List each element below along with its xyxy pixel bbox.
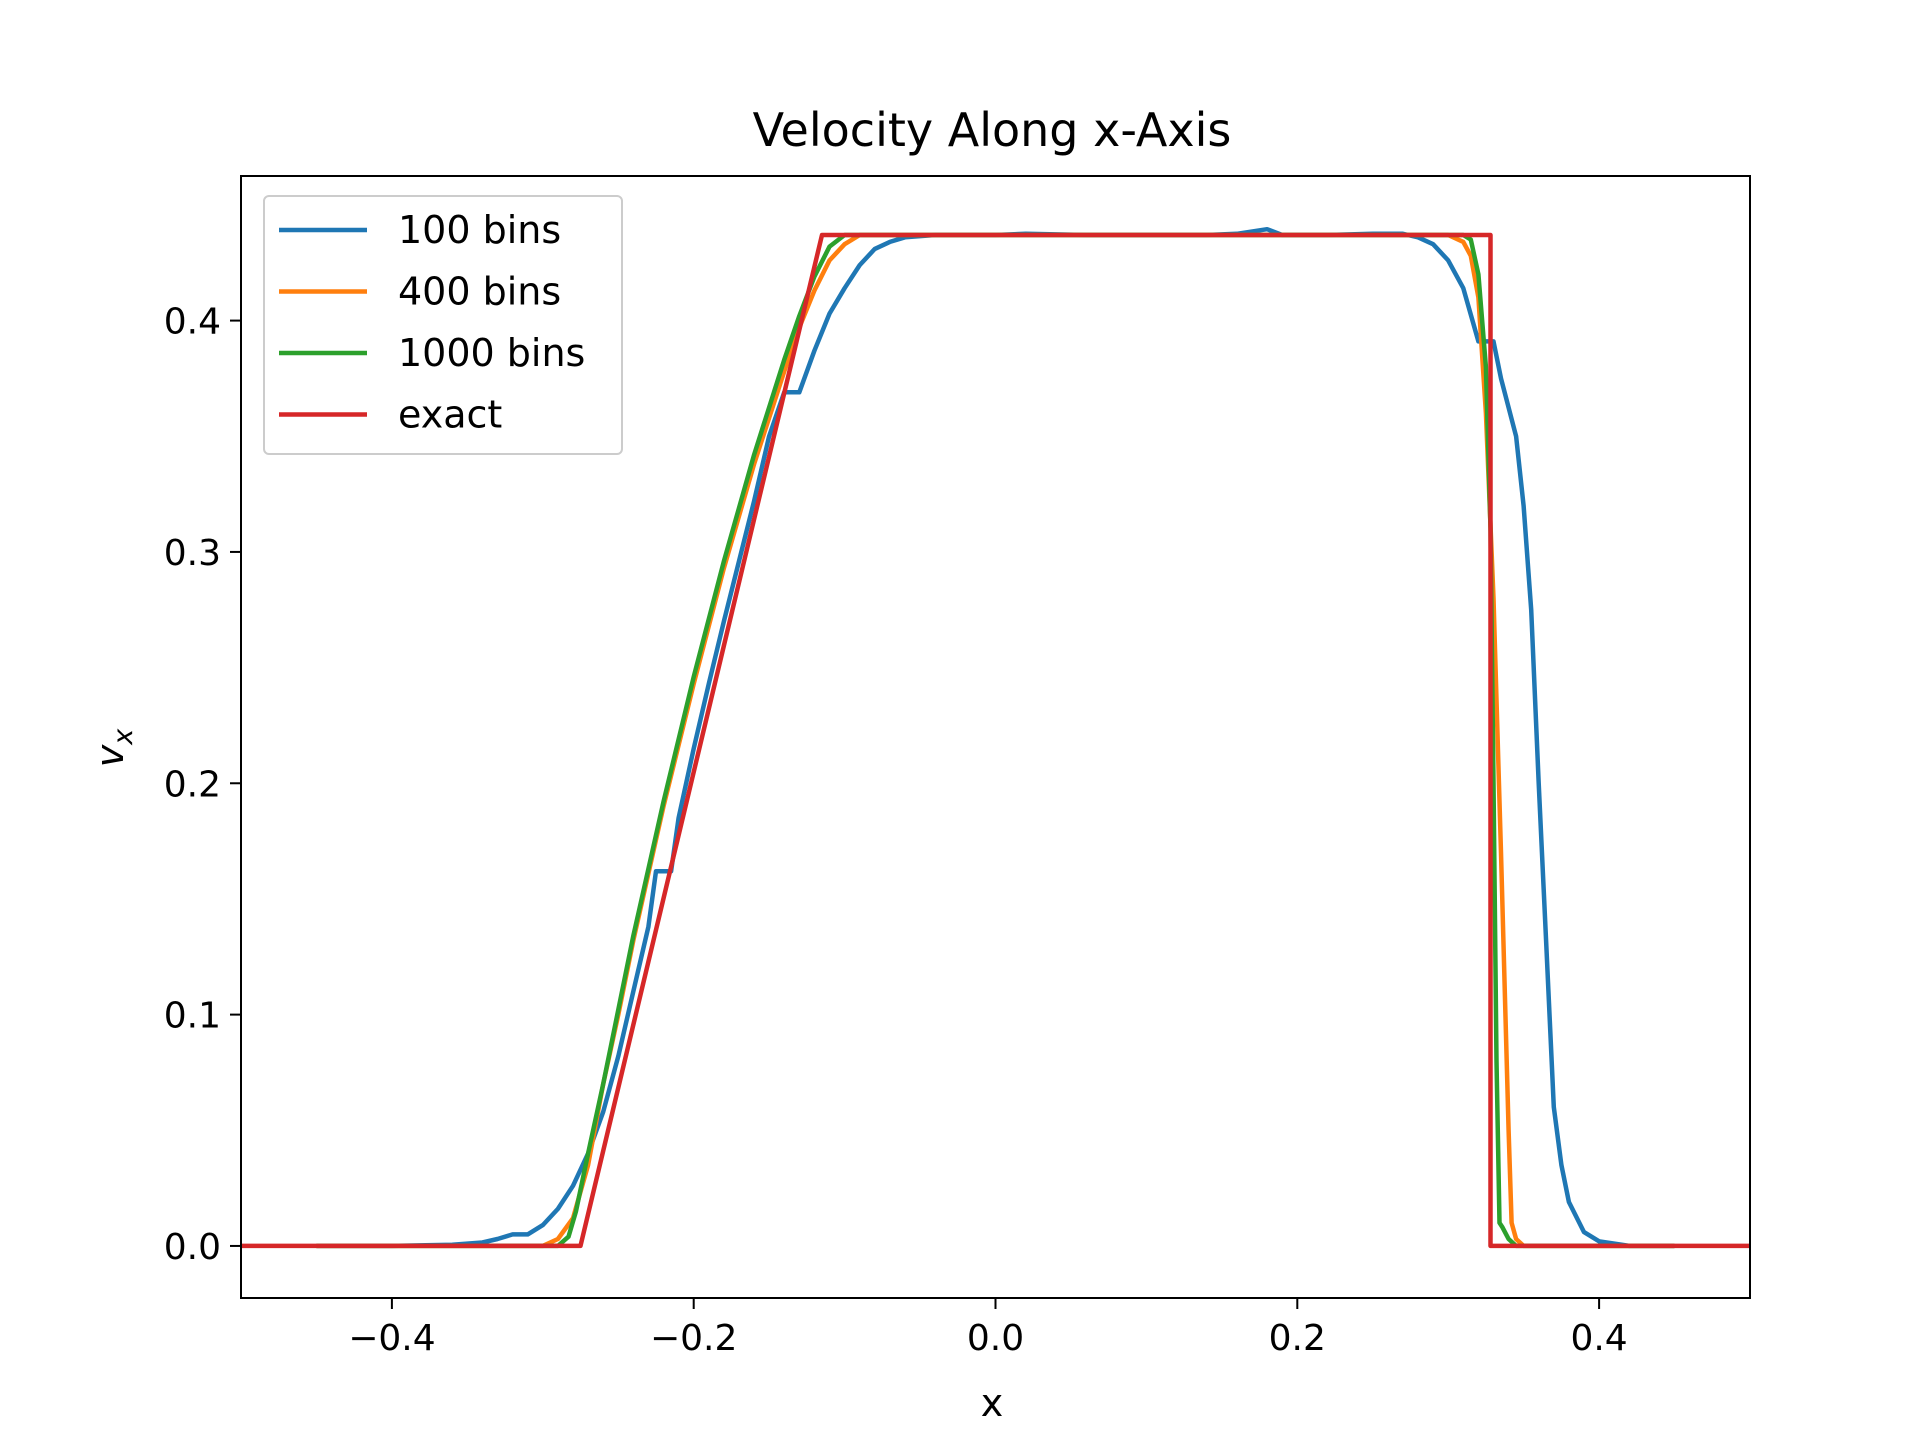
legend-label-1000-bins: 1000 bins	[398, 331, 585, 375]
series-line-1000-bins	[316, 232, 1675, 1249]
plot-area	[240, 175, 1751, 1299]
legend-label-400-bins: 400 bins	[398, 270, 561, 314]
x-tick-label: 0.2	[1269, 1318, 1326, 1359]
x-tick-label: −0.4	[348, 1318, 435, 1359]
y-axis-label-main: v	[88, 744, 132, 767]
y-axis-label-subscript: x	[108, 728, 139, 746]
y-tick-label: 0.1	[164, 996, 221, 1037]
y-axis-label: vx	[88, 728, 139, 768]
y-tick-label: 0.3	[164, 533, 221, 574]
x-tick-label: 0.4	[1570, 1318, 1627, 1359]
legend-frame	[263, 195, 623, 455]
y-tick-label: 0.4	[164, 302, 221, 343]
legend: 100 bins 400 bins 1000 bins exact	[263, 195, 623, 455]
series-lines	[241, 226, 1750, 1249]
series-line-exact	[241, 232, 1750, 1249]
y-tick-label: 0.2	[164, 764, 221, 805]
x-tick-label: −0.2	[650, 1318, 737, 1359]
x-axis-label: x	[981, 1381, 1004, 1425]
x-tick-label: 0.0	[967, 1318, 1024, 1359]
legend-label-100-bins: 100 bins	[398, 208, 561, 252]
y-tick-label: 0.0	[164, 1227, 221, 1268]
chart-title: Velocity Along x-Axis	[753, 103, 1232, 157]
axes-ticks: −0.4 −0.2 0.0 0.2 0.4 0.0 0.1 0.2 0.3 0.4	[164, 302, 1628, 1359]
legend-label-exact: exact	[398, 393, 502, 437]
